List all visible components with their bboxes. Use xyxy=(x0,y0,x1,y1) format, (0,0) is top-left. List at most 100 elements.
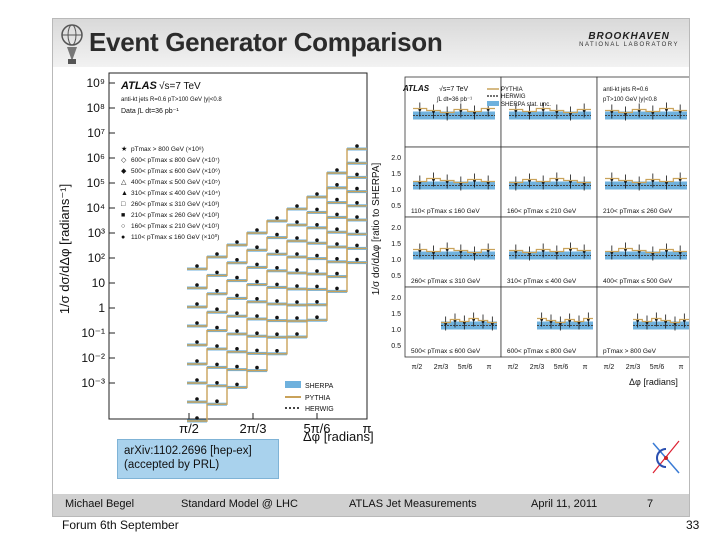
right-panel-label: 310< pTmax ≤ 400 GeV xyxy=(507,278,577,285)
left-data-point xyxy=(255,228,259,232)
left-bin-marker: ● xyxy=(121,234,125,241)
left-bin-marker: ◆ xyxy=(121,168,127,175)
left-ytick-label: 10⁶ xyxy=(87,151,105,165)
left-bin-marker: ★ xyxy=(121,145,127,153)
footer-topic: ATLAS Jet Measurements xyxy=(349,498,477,510)
footer-page: 7 xyxy=(647,498,654,510)
right-pythia-curve xyxy=(413,247,495,254)
slide: Event Generator Comparison BROOKHAVEN NA… xyxy=(52,18,690,517)
left-data-point xyxy=(335,286,339,291)
left-data-point xyxy=(315,300,319,304)
left-xlabel: Δφ [radians] xyxy=(303,429,373,444)
left-data-point xyxy=(275,216,279,220)
right-xtick-label: 5π/6 xyxy=(650,364,665,371)
left-legend-bins: ★ pTmax > 800 GeV (×10⁸) ◇ 600< pTmax ≤ 800… xyxy=(121,145,220,241)
left-legend-pythia: PYTHIA xyxy=(305,395,331,402)
left-data-point xyxy=(195,302,199,306)
right-panel-label: 500< pTmax ≤ 600 GeV xyxy=(411,348,481,355)
left-data-point xyxy=(355,158,359,162)
left-data-point xyxy=(315,253,319,258)
left-ytick-label: 10⁻¹ xyxy=(81,326,105,340)
left-data-point xyxy=(315,192,319,196)
right-pythia-curve xyxy=(509,177,591,184)
left-pythia-curve xyxy=(187,148,367,270)
left-bin-marker: ▲ xyxy=(121,190,128,197)
left-data-point xyxy=(295,268,299,272)
right-panel-label: 600< pTmax ≤ 800 GeV xyxy=(507,348,577,355)
left-data-point xyxy=(295,316,299,320)
left-data-point xyxy=(255,365,259,370)
left-ylabel: 1/σ dσ/dΔφ [radians⁻¹] xyxy=(57,184,72,314)
left-data-point xyxy=(235,364,239,369)
footer-date: April 11, 2011 xyxy=(531,498,598,510)
left-data-point xyxy=(215,344,219,348)
left-data-point xyxy=(255,262,259,267)
right-xtick-label: 5π/6 xyxy=(554,364,569,371)
left-bin-label: 210< pTmax ≤ 260 GeV (×10²) xyxy=(131,212,219,219)
left-data-point xyxy=(235,382,239,387)
left-data-point xyxy=(255,245,259,249)
left-pythia-curve xyxy=(187,205,367,346)
right-ytick-label: 0.5 xyxy=(391,273,401,280)
right-pythia-curve xyxy=(509,107,591,114)
right-xtick-label: 2π/3 xyxy=(530,364,545,371)
left-data-point xyxy=(275,349,279,353)
left-data-point xyxy=(355,229,359,233)
left-bin-marker: ■ xyxy=(121,212,125,219)
left-data-point xyxy=(215,307,219,311)
left-data-point xyxy=(195,264,199,268)
right-panel-label: 160< pTmax ≤ 210 GeV xyxy=(507,208,577,215)
left-data-point xyxy=(195,340,199,344)
left-data-point xyxy=(235,240,239,244)
slide-title: Event Generator Comparison xyxy=(89,27,443,57)
right-pythia-curve xyxy=(605,107,687,114)
right-ytick-label: 1.5 xyxy=(391,311,401,318)
left-data-point xyxy=(335,257,339,261)
right-ytick-label: 2.0 xyxy=(391,225,401,232)
left-ytick-label: 10⁻² xyxy=(81,351,105,365)
page-footer-left: Forum 6th September xyxy=(62,518,179,532)
left-xtick-label: π xyxy=(363,421,372,436)
right-legend-herwig: HERWIG xyxy=(501,94,526,100)
left-bin-label: 310< pTmax ≤ 400 GeV (×10⁴) xyxy=(131,190,220,197)
right-ytick-label: 1.5 xyxy=(391,171,401,178)
left-data-point xyxy=(295,284,299,288)
left-data-point xyxy=(195,321,199,325)
left-bin-label: 400< pTmax ≤ 500 GeV (×10⁵) xyxy=(131,179,220,186)
left-data-point xyxy=(335,271,339,276)
right-panel-label: 210< pTmax ≤ 260 GeV xyxy=(603,208,673,215)
left-data-point xyxy=(275,315,279,320)
left-data-point xyxy=(355,201,359,205)
right-panel-label: 260< pTmax ≤ 310 GeV xyxy=(411,278,481,285)
lab-logo: BROOKHAVEN NATIONAL LABORATORY xyxy=(579,31,679,48)
left-pythia-curve xyxy=(187,261,367,422)
right-ytick-label: 2.0 xyxy=(391,155,401,162)
left-data-point xyxy=(195,416,199,420)
left-data-point xyxy=(215,270,219,275)
left-data-point xyxy=(355,215,359,219)
right-pythia-curve xyxy=(537,317,593,324)
left-bin-marker: △ xyxy=(121,179,127,186)
left-pythia-curve xyxy=(187,233,367,384)
right-pythia-curve xyxy=(413,177,495,184)
right-ytick-label: 2.0 xyxy=(391,295,401,302)
left-data-point xyxy=(235,293,239,298)
left-xticks: π/2 2π/3 5π/6 π xyxy=(179,413,372,436)
right-pythia-curve xyxy=(605,177,687,184)
right-xtick-label: π xyxy=(679,364,684,371)
right-xtick-label: π xyxy=(583,364,588,371)
right-panel-label: 110< pTmax ≤ 160 GeV xyxy=(411,208,480,215)
left-data-point xyxy=(335,183,339,187)
slide-footer: Michael Begel Standard Model @ LHC ATLAS… xyxy=(53,494,689,516)
left-data-point xyxy=(315,238,319,242)
right-pythia-curve xyxy=(413,107,495,114)
left-pythia-curve xyxy=(187,247,367,403)
right-legend-sherpa: SHERPA stat. unc. xyxy=(501,102,551,108)
left-jets-label: anti-kt jets R=0.6 pT>100 GeV |y|<0.8 xyxy=(121,97,222,103)
left-data-point xyxy=(315,269,319,273)
left-data-point xyxy=(235,311,239,315)
left-bin-label: 600< pTmax ≤ 800 GeV (×10⁷) xyxy=(131,157,220,164)
left-data-point xyxy=(215,289,219,293)
left-pythia-curve xyxy=(187,162,367,289)
right-pythia-curve xyxy=(509,247,591,254)
